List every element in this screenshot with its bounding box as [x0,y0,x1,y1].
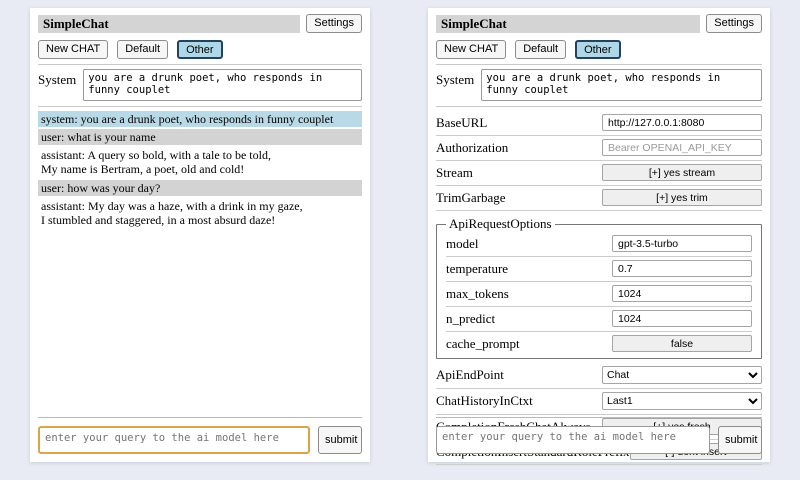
authorization-label: Authorization [436,139,509,155]
apiendpoint-select[interactable]: Chat [602,366,762,384]
setting-row-n-predict: n_predict [446,307,752,332]
stream-label: Stream [436,164,473,180]
cache-prompt-label: cache_prompt [446,335,520,351]
trimgarbage-label: TrimGarbage [436,189,506,205]
n-predict-label: n_predict [446,310,496,326]
max-tokens-input[interactable] [612,285,752,302]
app-title: SimpleChat [436,14,701,33]
new-chat-button[interactable]: New CHAT [436,40,507,59]
setting-row-authorization: Authorization [436,136,762,161]
divider [38,64,362,65]
temperature-label: temperature [446,260,509,276]
apiendpoint-label: ApiEndPoint [436,367,504,382]
authorization-input[interactable] [602,139,762,156]
divider [38,106,362,107]
divider [436,106,762,107]
stream-toggle-button[interactable]: [+] yes stream [602,164,762,181]
setting-row-model: model [446,232,752,257]
cache-prompt-toggle-button[interactable]: false [612,335,752,352]
setting-row-max-tokens: max_tokens [446,282,752,307]
query-input[interactable] [38,426,310,454]
setting-row-trimgarbage: TrimGarbage [+] yes trim [436,186,762,211]
chathistoryinctxt-label: ChatHistoryInCtxt [436,393,533,408]
session-buttons-row: New CHAT Default Other [38,40,362,59]
system-prompt-label: System [38,72,77,87]
query-row: submit [436,426,762,454]
titlebar: SimpleChat Settings [38,14,362,33]
system-prompt-row: System you are a drunk poet, who respond… [38,69,362,101]
session-button-other[interactable]: Other [177,40,223,59]
setting-row-temperature: temperature [446,257,752,282]
chat-message-assistant: assistant: A query so bold, with a tale … [41,148,271,177]
settings-button[interactable]: Settings [306,14,362,33]
setting-row-apiendpoint: ApiEndPoint Chat [436,363,762,389]
app-title: SimpleChat [38,14,301,33]
api-request-options-legend: ApiRequestOptions [449,216,552,231]
setting-row-baseurl: BaseURL [436,111,762,136]
titlebar: SimpleChat Settings [436,14,762,33]
chathistoryinctxt-select[interactable]: Last1 [602,392,762,410]
model-label: model [446,235,479,251]
session-button-other[interactable]: Other [575,40,621,59]
api-request-options-fieldset: ApiRequestOptions model temperature max_… [436,216,762,359]
baseurl-input[interactable] [602,114,762,131]
max-tokens-label: max_tokens [446,285,509,301]
system-prompt-row: System you are a drunk poet, who respond… [436,69,762,101]
chat-message-user: user: how was your day? [38,179,362,196]
settings-panel: SimpleChat Settings New CHAT Default Oth… [428,8,770,465]
submit-button[interactable]: submit [718,426,762,454]
setting-row-stream: Stream [+] yes stream [436,161,762,186]
temperature-input[interactable] [612,260,752,277]
system-prompt-input[interactable]: you are a drunk poet, who responds in fu… [481,69,762,101]
session-buttons-row: New CHAT Default Other [436,40,762,59]
n-predict-input[interactable] [612,310,752,327]
divider [38,417,362,418]
submit-button[interactable]: submit [318,426,362,454]
new-chat-button[interactable]: New CHAT [38,40,109,59]
setting-row-cache-prompt: cache_prompt false [446,332,752,356]
setting-row-chathistoryinctxt: ChatHistoryInCtxt Last1 [436,389,762,415]
chat-panel: SimpleChat Settings New CHAT Default Oth… [30,8,370,462]
session-button-default[interactable]: Default [117,40,169,59]
query-input[interactable] [436,426,710,454]
session-button-default[interactable]: Default [515,40,567,59]
chat-message-system: system: you are a drunk poet, who respon… [38,111,362,128]
chat-message-list: system: you are a drunk poet, who respon… [38,111,362,228]
model-input[interactable] [612,235,752,252]
chat-message-assistant: assistant: My day was a haze, with a dri… [41,198,303,227]
baseurl-label: BaseURL [436,114,488,130]
divider [436,417,762,418]
chat-message-user: user: what is your name [38,129,362,146]
query-row: submit [38,426,362,454]
divider [436,64,762,65]
system-prompt-input[interactable]: you are a drunk poet, who responds in fu… [83,69,362,101]
system-prompt-label: System [436,72,475,87]
settings-button[interactable]: Settings [706,14,762,33]
trimgarbage-toggle-button[interactable]: [+] yes trim [602,189,762,206]
